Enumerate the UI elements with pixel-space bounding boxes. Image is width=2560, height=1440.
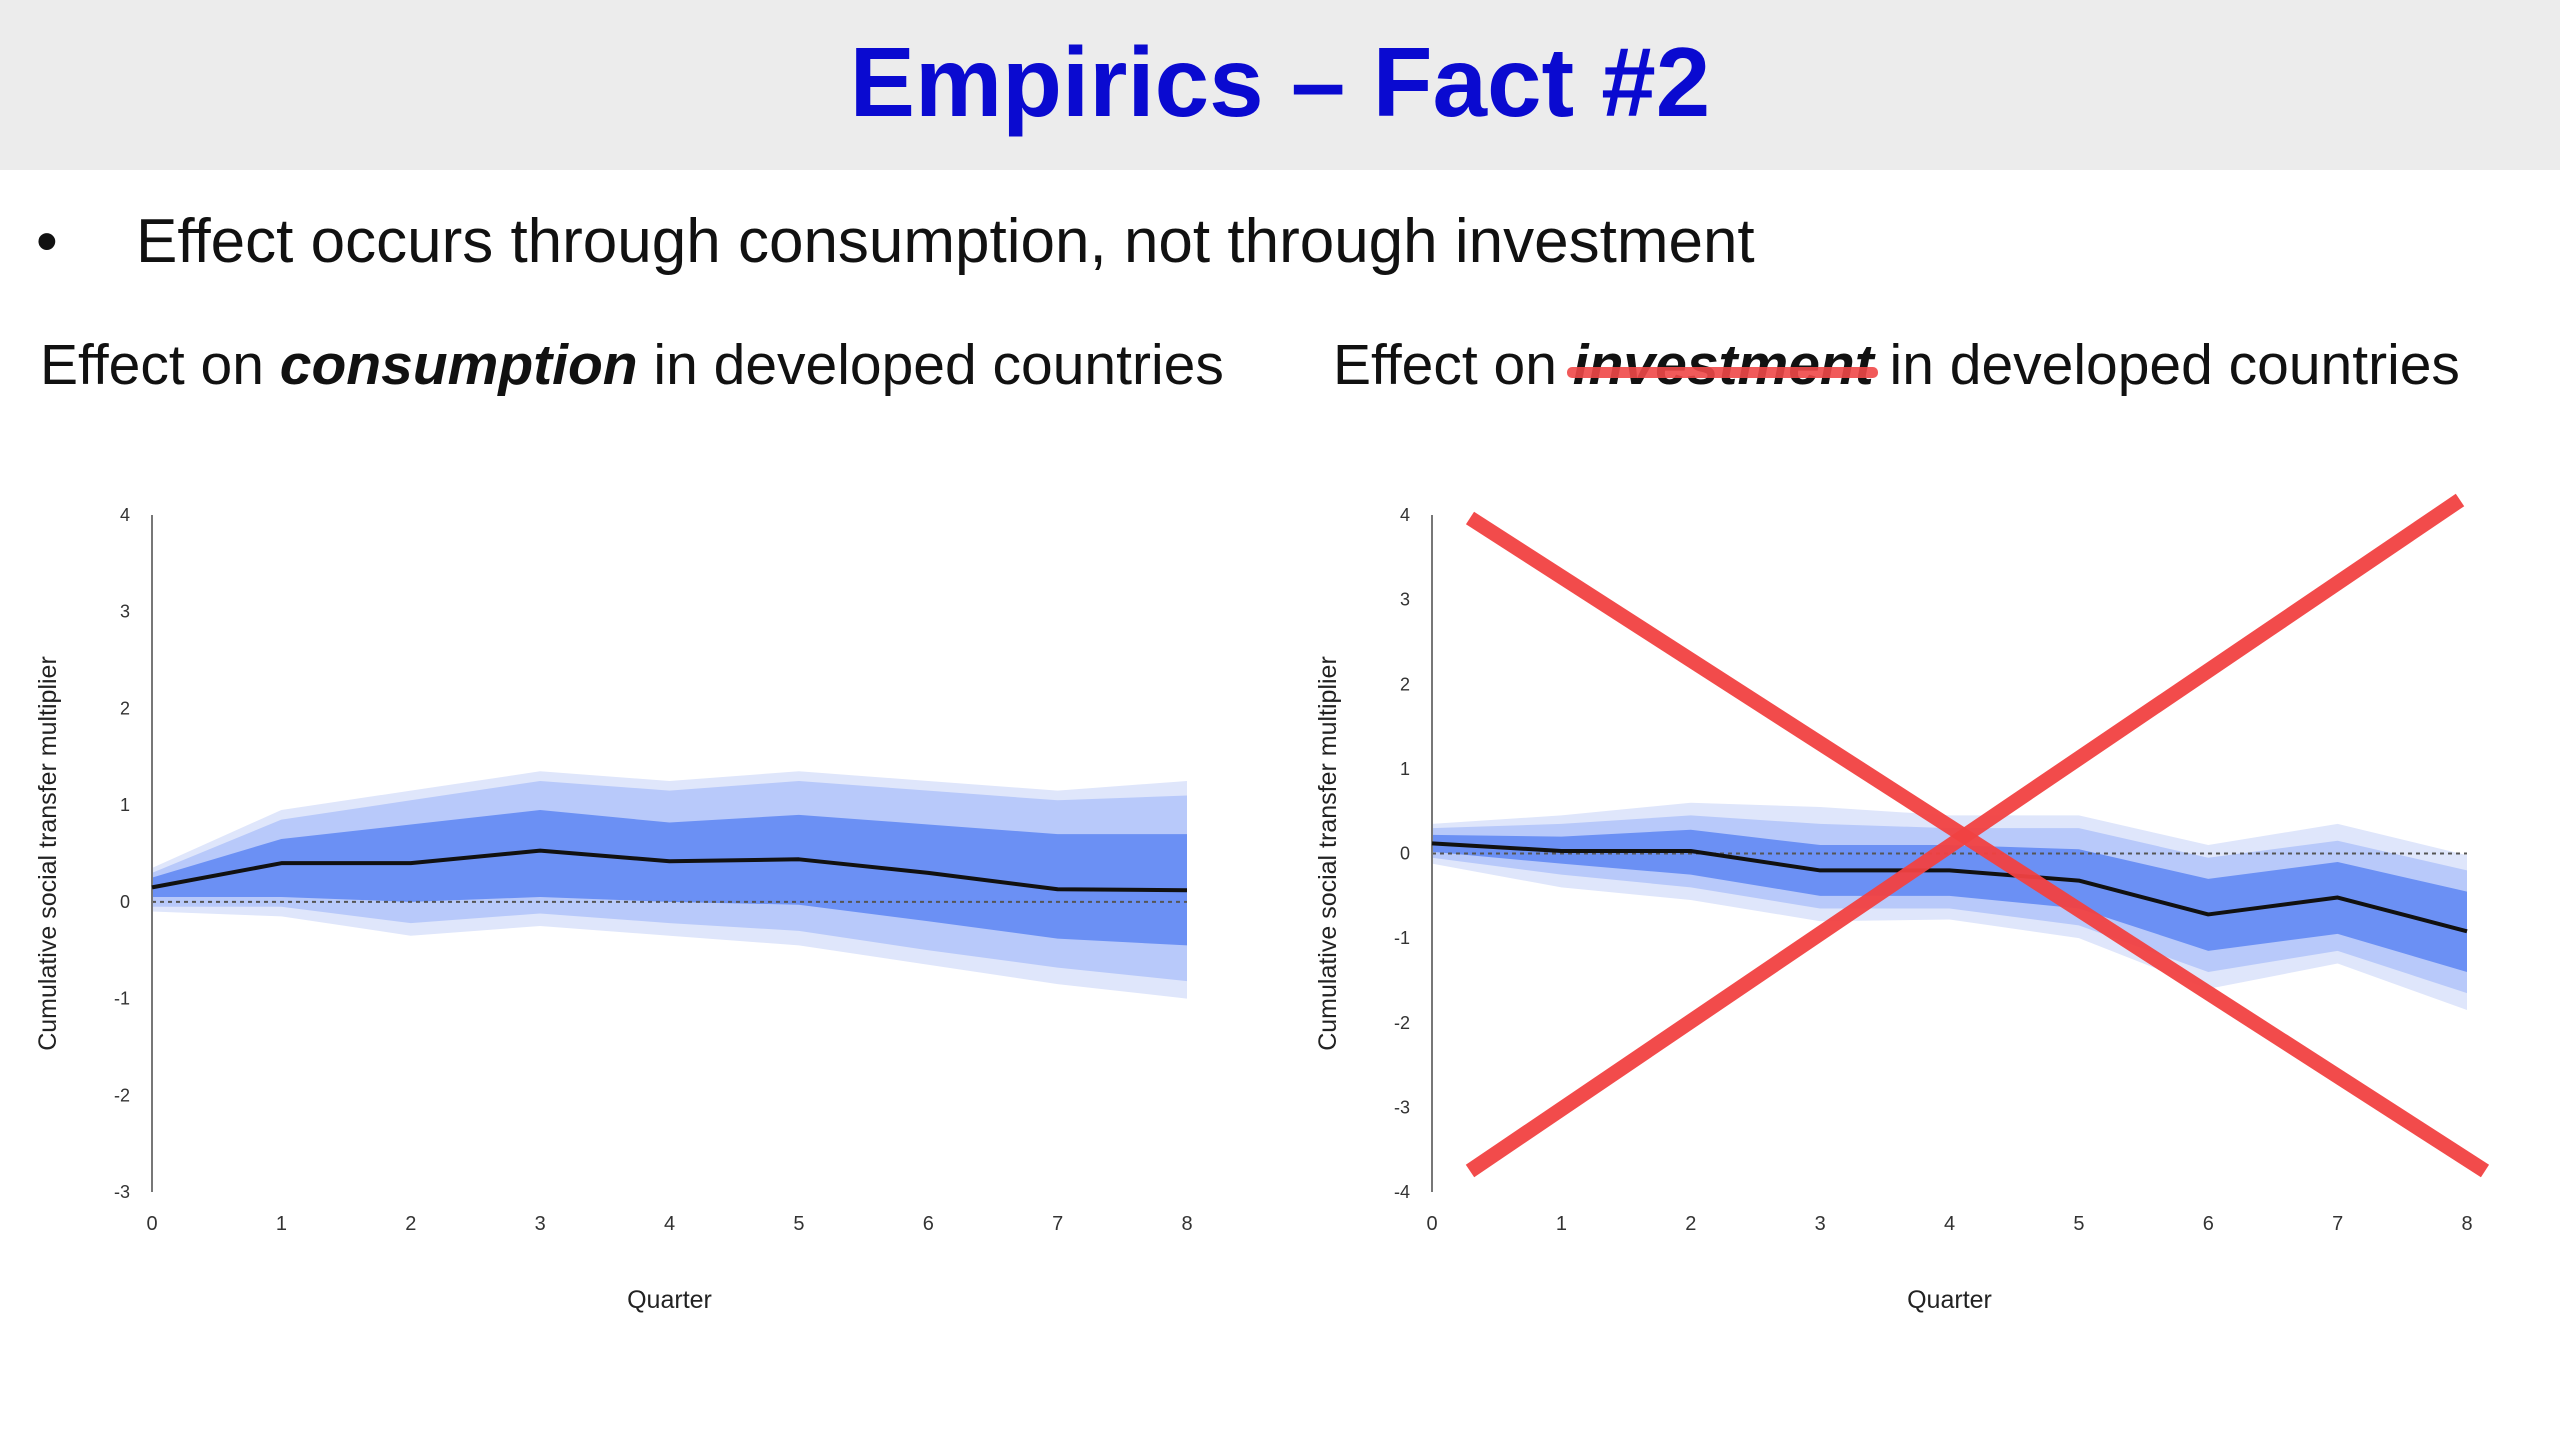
y-tick-label: -2 xyxy=(114,1085,130,1105)
x-tick-label: 0 xyxy=(1426,1213,1437,1235)
x-axis-label: Quarter xyxy=(627,1286,712,1314)
y-tick-label: 2 xyxy=(1400,674,1410,694)
caption-suffix: in developed countries xyxy=(637,333,1224,397)
left-panel-caption: Effect on consumption in developed count… xyxy=(40,325,1224,405)
y-tick-label: 1 xyxy=(120,795,130,815)
y-tick-label: 0 xyxy=(120,892,130,912)
x-tick-label: 6 xyxy=(923,1213,934,1235)
caption-prefix: Effect on xyxy=(1333,333,1573,397)
cross-out-stroke-1 xyxy=(1465,511,2490,1178)
strikethrough-mark xyxy=(1566,367,1878,378)
x-tick-label: 7 xyxy=(2332,1213,2343,1235)
y-tick-label: 2 xyxy=(120,698,130,718)
y-axis-label: Cumulative social transfer multiplier xyxy=(1314,656,1342,1051)
x-tick-label: 3 xyxy=(1815,1213,1826,1235)
y-tick-label: 0 xyxy=(1400,844,1410,864)
x-tick-label: 7 xyxy=(1052,1213,1063,1235)
confidence-band-inner xyxy=(152,809,1187,946)
y-tick-label: -4 xyxy=(1394,1182,1410,1202)
x-tick-label: 4 xyxy=(664,1213,675,1235)
x-tick-label: 1 xyxy=(276,1213,287,1235)
x-tick-label: 3 xyxy=(535,1213,546,1235)
x-tick-label: 2 xyxy=(405,1213,416,1235)
x-tick-label: 0 xyxy=(146,1213,157,1235)
point-estimate-line xyxy=(151,848,1188,893)
y-tick-label: 3 xyxy=(1400,590,1410,610)
y-tick-label: 3 xyxy=(120,602,130,622)
y-tick-label: -1 xyxy=(114,989,130,1009)
point-estimate-line xyxy=(1431,841,2468,934)
x-tick-label: 8 xyxy=(1181,1213,1192,1235)
y-tick-label: 4 xyxy=(120,505,130,525)
consumption-chart: 4 3 2 1 0 -1 -2 -3 0 1 2 3 4 5 6 7 8 Quarter Cumulative so… xyxy=(34,505,1193,1314)
y-tick-label: -2 xyxy=(1394,1013,1410,1033)
cross-out-stroke-2 xyxy=(1465,493,2465,1178)
x-tick-label: 4 xyxy=(1944,1213,1955,1235)
slide-title: Empirics – Fact #2 xyxy=(849,27,1711,137)
caption-suffix: in developed countries xyxy=(1873,333,2460,397)
caption-emphasis: consumption xyxy=(279,333,638,397)
y-tick-label: -3 xyxy=(114,1182,130,1202)
confidence-band-inner xyxy=(1432,829,2467,972)
y-tick-label: -1 xyxy=(1394,928,1410,948)
x-tick-label: 8 xyxy=(2461,1213,2472,1235)
y-tick-label: -3 xyxy=(1394,1097,1410,1117)
bullet-marker: • xyxy=(36,207,58,276)
x-tick-label: 6 xyxy=(2203,1213,2214,1235)
caption-prefix: Effect on xyxy=(40,333,280,397)
x-tick-label: 5 xyxy=(793,1213,804,1235)
right-panel-caption: Effect on investment in developed countr… xyxy=(1333,325,2460,405)
investment-chart: 4 3 2 1 0 -1 -2 -3 -4 0 1 2 3 4 5 6 7 8 Quarter Cumulative … xyxy=(1314,493,2490,1314)
title-bar xyxy=(0,0,2560,170)
x-axis-label: Quarter xyxy=(1907,1286,1992,1314)
bullet-text: Effect occurs through consumption, not t… xyxy=(136,207,1755,276)
y-tick-label: 1 xyxy=(1400,759,1410,779)
y-tick-label: 4 xyxy=(1400,505,1410,525)
x-tick-label: 1 xyxy=(1556,1213,1567,1235)
caption-emphasis: investment xyxy=(1572,333,1874,397)
x-tick-label: 2 xyxy=(1685,1213,1696,1235)
caption-strikethrough-word: investment xyxy=(1566,325,1878,405)
y-axis-label: Cumulative social transfer multiplier xyxy=(34,656,62,1051)
x-tick-label: 5 xyxy=(2073,1213,2084,1235)
